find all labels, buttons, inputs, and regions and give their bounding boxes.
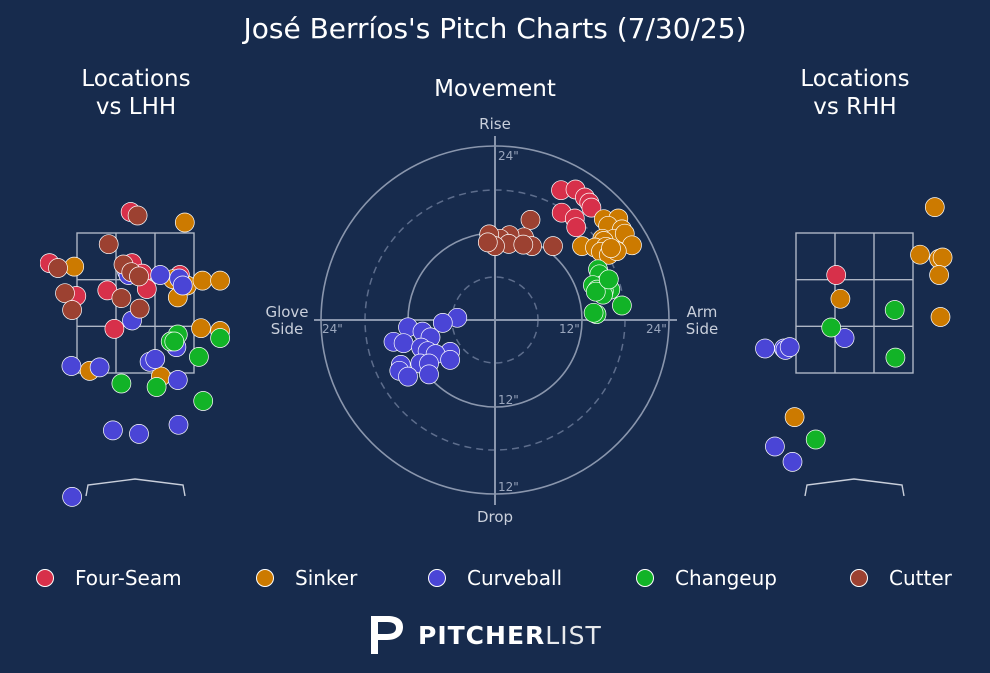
movement-changeup-point xyxy=(612,296,631,315)
pitcherlist-logo: PITCHERLIST xyxy=(368,612,602,658)
lhh-changeup-point xyxy=(189,347,208,366)
lhh-changeup-point xyxy=(147,378,166,397)
ring-label-right-24: 24" xyxy=(646,322,667,336)
lhh-cutter-point xyxy=(63,301,82,320)
legend-item-cutter: Cutter xyxy=(850,560,952,596)
rhh-changeup-point xyxy=(886,348,905,367)
drop-label: Drop xyxy=(477,508,513,526)
lhh-changeup-point xyxy=(211,329,230,348)
glove-side-label: Glove Side xyxy=(265,303,308,338)
movement-four-seam-point xyxy=(567,218,586,237)
rise-label: Rise xyxy=(479,115,511,133)
rhh-home-plate xyxy=(805,479,904,496)
rhh-curveball-point xyxy=(780,338,799,357)
legend-label: Four-Seam xyxy=(75,566,182,590)
ring-label-top-24: 24" xyxy=(498,149,519,163)
lhh-cutter-point xyxy=(49,259,68,278)
lhh-sinker-point xyxy=(175,213,194,232)
movement-curveball-point xyxy=(394,334,413,353)
lhh-curveball-point xyxy=(146,350,165,369)
lhh-curveball-point xyxy=(168,371,187,390)
ring-label-bottom-24: 12" xyxy=(498,480,519,494)
rhh-curveball-point xyxy=(756,339,775,358)
rhh-sinker-point xyxy=(933,248,952,267)
ring-label-right-12: 12" xyxy=(559,322,580,336)
movement-curveball-point xyxy=(399,367,418,386)
movement-cutter-point xyxy=(521,210,540,229)
lhh-cutter-point xyxy=(112,289,131,308)
lhh-changeup-point xyxy=(112,374,131,393)
movement-grid xyxy=(314,136,677,505)
lhh-changeup-point xyxy=(194,392,213,411)
rhh-changeup-point xyxy=(806,430,825,449)
rhh-sinker-point xyxy=(831,289,850,308)
brand-bold-text: PITCHER xyxy=(418,621,545,650)
legend-item-four-seam: Four-Seam xyxy=(36,560,182,596)
lhh-cutter-point xyxy=(56,284,75,303)
rhh-sinker-point xyxy=(911,245,930,264)
movement-pitch-points xyxy=(384,180,642,386)
movement-curveball-point xyxy=(441,350,460,369)
lhh-curveball-point xyxy=(90,358,109,377)
rhh-pitch-points xyxy=(756,198,953,472)
rhh-changeup-point xyxy=(822,318,841,337)
legend-marker xyxy=(428,569,446,587)
lhh-cutter-point xyxy=(130,299,149,318)
movement-changeup-point xyxy=(584,303,603,322)
movement-sinker-point xyxy=(602,239,621,258)
lhh-sinker-point xyxy=(211,271,230,290)
ring-label-left-24: 24" xyxy=(322,322,343,336)
legend-label: Changeup xyxy=(675,566,777,590)
lhh-pitch-points xyxy=(40,203,230,507)
lhh-cutter-point xyxy=(99,235,118,254)
lhh-home-plate xyxy=(86,479,185,496)
lhh-curveball-point xyxy=(130,424,149,443)
ring-label-bottom-12: 12" xyxy=(498,393,519,407)
arm-side-label: Arm Side xyxy=(686,303,718,338)
lhh-cutter-point xyxy=(128,206,147,225)
movement-cutter-point xyxy=(514,235,533,254)
legend-item-curveball: Curveball xyxy=(428,560,562,596)
rhh-curveball-point xyxy=(765,437,784,456)
legend-marker xyxy=(256,569,274,587)
movement-changeup-point xyxy=(599,270,618,289)
rhh-four-seam-point xyxy=(827,266,846,285)
lhh-curveball-point xyxy=(63,487,82,506)
legend-item-sinker: Sinker xyxy=(256,560,357,596)
rhh-sinker-point xyxy=(925,198,944,217)
rhh-sinker-point xyxy=(931,308,950,327)
legend-item-changeup: Changeup xyxy=(636,560,777,596)
pitcherlist-p-icon xyxy=(368,613,406,657)
legend-label: Cutter xyxy=(889,566,952,590)
lhh-four-seam-point xyxy=(105,319,124,338)
movement-cutter-point xyxy=(544,237,563,256)
lhh-sinker-point xyxy=(192,319,211,338)
lhh-curveball-point xyxy=(103,421,122,440)
legend-label: Sinker xyxy=(295,566,357,590)
legend-marker xyxy=(36,569,54,587)
brand-light-text: LIST xyxy=(545,621,601,650)
rhh-sinker-point xyxy=(785,408,804,427)
rhh-changeup-point xyxy=(885,301,904,320)
lhh-curveball-point xyxy=(173,276,192,295)
legend-marker xyxy=(636,569,654,587)
legend-marker xyxy=(850,569,868,587)
lhh-curveball-point xyxy=(151,266,170,285)
legend-label: Curveball xyxy=(467,566,562,590)
movement-curveball-point xyxy=(420,365,439,384)
lhh-curveball-point xyxy=(62,357,81,376)
lhh-curveball-point xyxy=(169,415,188,434)
legend: Four-Seam Sinker Curveball Changeup Cutter xyxy=(0,560,990,596)
rhh-curveball-point xyxy=(783,452,802,471)
lhh-sinker-point xyxy=(193,271,212,290)
lhh-cutter-point xyxy=(130,267,149,286)
lhh-changeup-point xyxy=(165,332,184,351)
rhh-sinker-point xyxy=(930,266,949,285)
movement-cutter-point xyxy=(478,233,497,252)
